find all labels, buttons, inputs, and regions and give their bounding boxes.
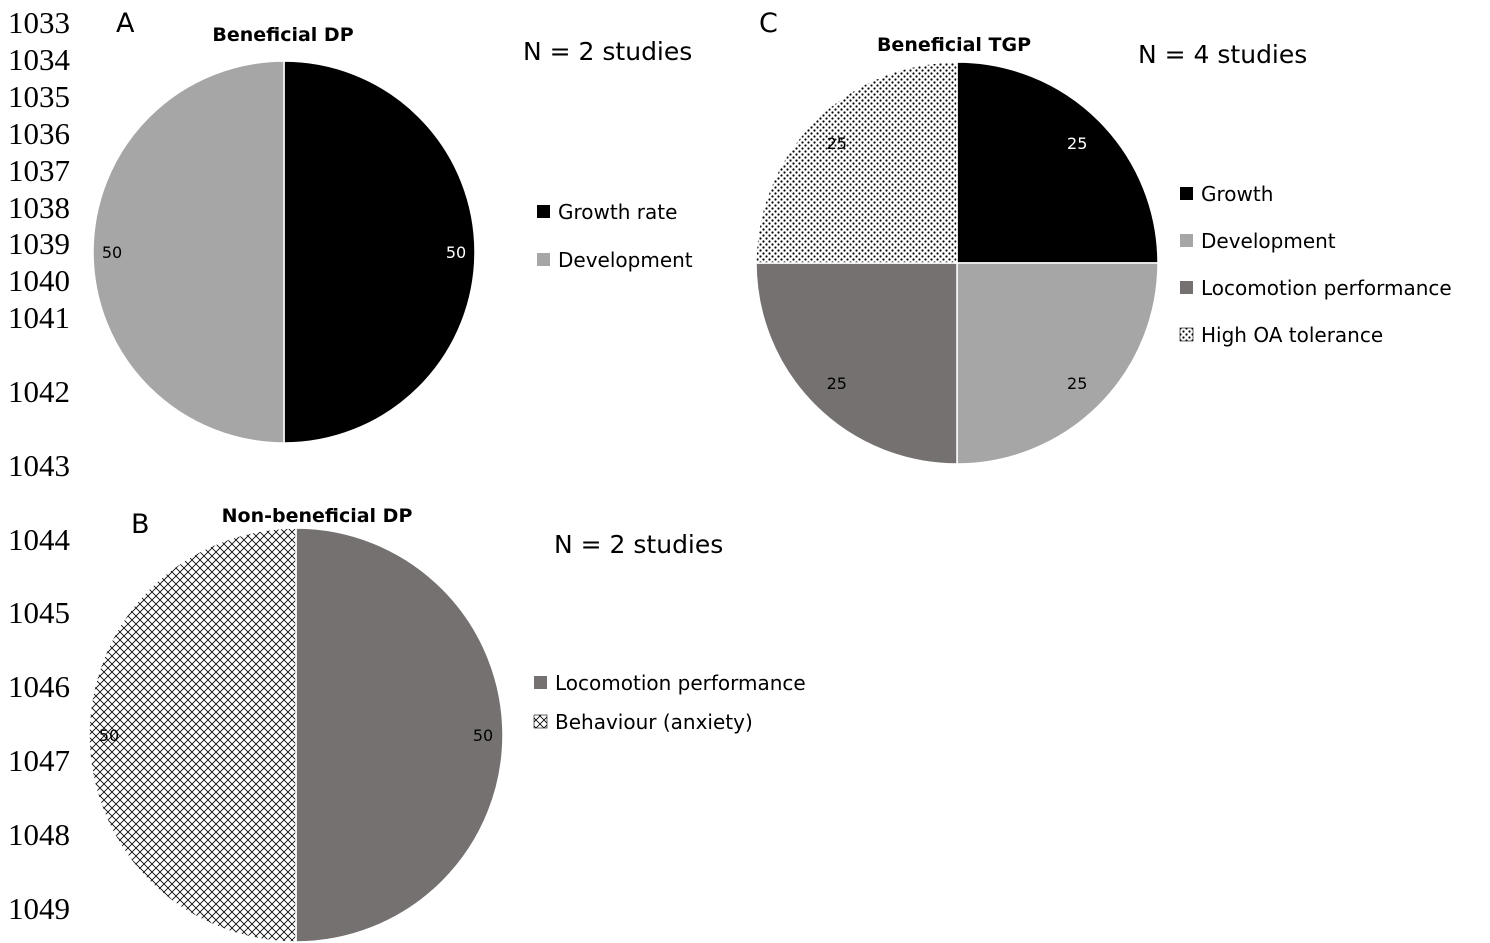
study-count: N = 4 studies <box>1138 40 1307 69</box>
panel-letter: A <box>116 8 135 39</box>
legend-swatch-growth <box>1180 187 1193 200</box>
legend-swatch-high-oa-tolerance <box>1179 327 1194 342</box>
line-number: 1039 <box>8 226 70 261</box>
line-number: 1042 <box>8 374 70 409</box>
line-number: 1044 <box>8 522 71 557</box>
data-label: 50 <box>99 726 119 745</box>
chart-title: Beneficial TGP <box>877 34 1031 56</box>
pie-slice-growth <box>956 61 1159 264</box>
legend: Locomotion performance Behaviour (anxiety… <box>533 671 806 734</box>
study-count: N = 2 studies <box>523 37 692 66</box>
pie-slice-growth-rate <box>283 60 476 444</box>
panel-c: C Beneficial TGP N = 4 studies 25 25 2525 … <box>755 8 1452 465</box>
legend-swatch-development <box>1180 234 1193 247</box>
legend-swatch-locomotion-performance <box>1180 281 1193 294</box>
data-label: 25 <box>827 134 847 153</box>
legend-label-development: Development <box>558 248 693 272</box>
legend-label-growth: Growth <box>1201 182 1273 206</box>
pie-slice-locomotion-performance <box>295 527 504 943</box>
pie-slice-behaviour-anxiety <box>88 527 297 943</box>
study-count: N = 2 studies <box>554 530 723 559</box>
line-numbers: 1033 1034 1035 1036 1037 1038 1039 1040 … <box>8 5 71 926</box>
chart-title: Beneficial DP <box>212 24 353 46</box>
data-label: 50 <box>102 243 122 262</box>
pie-chart: 50 50 <box>88 527 504 943</box>
line-number: 1034 <box>8 42 71 77</box>
line-number: 1046 <box>8 669 70 704</box>
legend-swatch-locomotion-performance <box>534 676 547 689</box>
line-number: 1047 <box>8 743 70 778</box>
data-label: 25 <box>1067 374 1087 393</box>
panel-b: B Non-beneficial DP N = 2 studies 50 50 L… <box>88 505 806 943</box>
pie-slice-high-oa-tolerance <box>755 61 958 264</box>
line-number: 1041 <box>8 300 70 335</box>
panel-letter: C <box>759 8 778 39</box>
line-number: 1040 <box>8 263 70 298</box>
legend-label-development: Development <box>1201 229 1336 253</box>
legend-label-behaviour-anxiety: Behaviour (anxiety) <box>555 710 753 734</box>
legend-swatch-development <box>537 253 550 266</box>
pie-slice-locomotion-performance <box>755 262 958 465</box>
line-number: 1045 <box>8 595 70 630</box>
panel-a: A Beneficial DP N = 2 studies 50 50 Growt… <box>92 8 693 444</box>
legend-label-high-oa-tolerance: High OA tolerance <box>1201 323 1383 347</box>
legend-label-locomotion-performance: Locomotion performance <box>1201 276 1452 300</box>
line-number: 1048 <box>8 817 70 852</box>
data-label: 50 <box>473 726 493 745</box>
line-number: 1043 <box>8 448 70 483</box>
data-label: 50 <box>446 243 466 262</box>
legend-swatch-growth-rate <box>537 205 550 218</box>
line-number: 1035 <box>8 79 70 114</box>
line-number: 1037 <box>8 153 70 188</box>
pie-chart: 25 25 25 25 <box>755 61 1159 465</box>
legend-swatch-behaviour-anxiety <box>533 714 548 729</box>
pie-chart: 50 50 <box>92 60 476 444</box>
data-label: 25 <box>827 374 847 393</box>
legend: Growth rate Development <box>537 200 693 272</box>
line-number: 1049 <box>8 891 70 926</box>
pie-slice-development <box>92 60 285 444</box>
chart-title: Non-beneficial DP <box>222 505 413 527</box>
line-number: 1038 <box>8 190 70 225</box>
pie-slice-development <box>956 262 1159 465</box>
legend: Growth Development Locomotion performance H… <box>1179 182 1452 347</box>
line-number: 1036 <box>8 116 70 151</box>
legend-label-growth-rate: Growth rate <box>558 200 677 224</box>
panel-letter: B <box>131 509 150 540</box>
line-number: 1033 <box>8 5 70 40</box>
data-label: 25 <box>1067 134 1087 153</box>
legend-label-locomotion-performance: Locomotion performance <box>555 671 806 695</box>
